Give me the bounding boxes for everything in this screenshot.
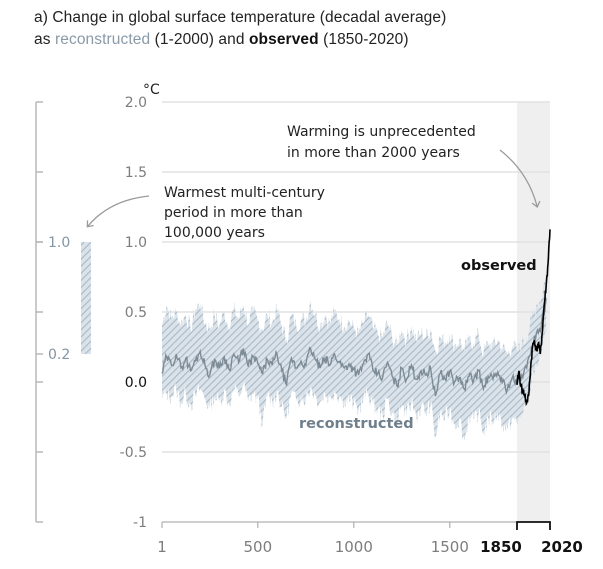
x-tick-label: 1500 — [431, 538, 469, 556]
reconstructed-label: reconstructed — [299, 416, 414, 432]
unprecedented-line-1: Warming is unprecedented — [287, 124, 476, 140]
chart-title: a) Change in global surface temperature … — [34, 7, 446, 51]
side-tick-label-lower: 0.2 — [48, 347, 70, 363]
side-tick-label-upper: 1.0 — [48, 235, 70, 251]
unprecedented-arrow-icon — [499, 149, 541, 208]
warmest-arrow-icon — [86, 195, 150, 228]
x-tick-label-bold: 2020 — [541, 538, 583, 556]
observed-series-line — [516, 229, 551, 407]
y-tick-label: -0.5 — [120, 445, 147, 461]
title-reconstructed: reconstructed — [54, 31, 151, 48]
x-tick-label: 1 — [157, 538, 167, 556]
x-tick-label-bold: 1850 — [480, 538, 522, 556]
y-tick-label: 2.0 — [125, 95, 147, 111]
y-axis: 2.0 1.5 1.0 0.5 0.0 -0.5 -1 — [120, 95, 147, 531]
title-observed: observed — [248, 31, 319, 48]
y-tick-label: 1.0 — [125, 235, 147, 251]
warmest-period-bar — [81, 242, 91, 354]
recent-period-bracket — [516, 521, 551, 530]
title-suffix: (1850-2020) — [318, 31, 409, 48]
unprecedented-annotation: Warming is unprecedented in more than 20… — [287, 124, 541, 208]
x-tick-label: 1000 — [335, 538, 373, 556]
title-line-2: as reconstructed (1-2000) and observed (… — [34, 29, 446, 51]
warmest-line-1: Warmest multi-century — [164, 185, 325, 201]
y-axis-unit: °C — [143, 82, 160, 98]
title-line-1: a) Change in global surface temperature … — [34, 9, 447, 26]
side-panel-axis: 1.0 0.2 — [35, 101, 91, 523]
reconstructed-uncertainty-band — [162, 272, 547, 442]
x-axis: 1 500 1000 1500 1850 2020 — [157, 521, 583, 556]
observed-label: observed — [461, 258, 537, 274]
reconstructed-series-line — [161, 297, 547, 397]
title-mid: (1-2000) and — [150, 31, 249, 48]
x-tick-label: 500 — [243, 538, 272, 556]
y-tick-label: -1 — [133, 515, 147, 531]
title-prefix: as — [34, 31, 55, 48]
warmest-period-annotation: Warmest multi-century period in more tha… — [86, 185, 325, 241]
unprecedented-line-2: in more than 2000 years — [287, 145, 460, 161]
y-tick-label: 0.5 — [125, 305, 147, 321]
y-tick-label: 0.0 — [125, 375, 147, 391]
warmest-line-2: period in more than — [164, 205, 303, 221]
y-tick-label: 1.5 — [125, 165, 147, 181]
warmest-line-3: 100,000 years — [164, 225, 265, 241]
